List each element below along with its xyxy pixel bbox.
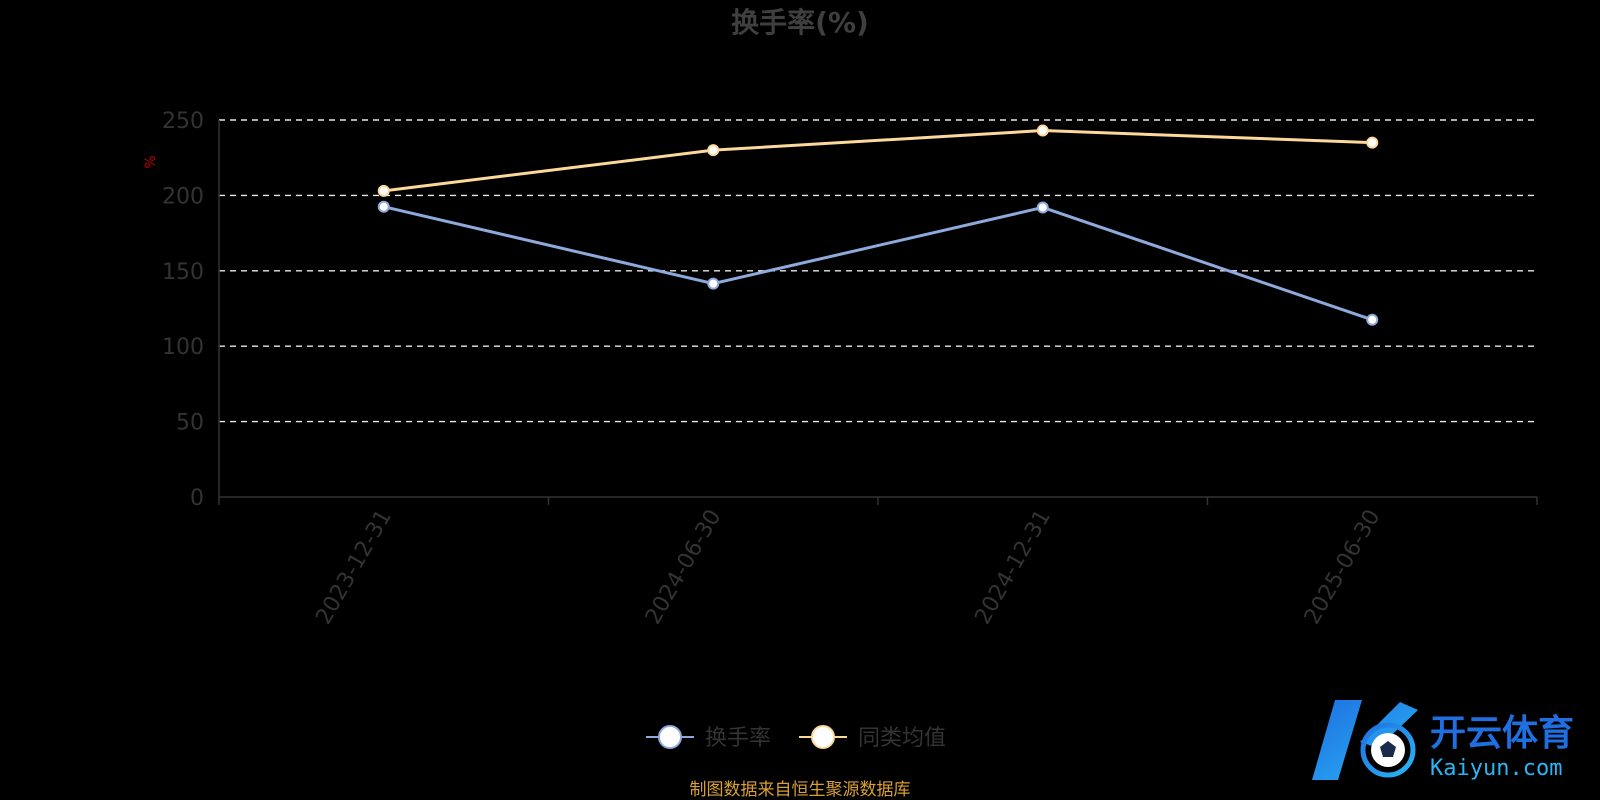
y-tick-labels: 0 50 100 150 200 250	[162, 109, 204, 511]
data-point[interactable]	[1366, 313, 1379, 326]
data-point[interactable]	[377, 200, 390, 213]
legend-item-peer-average[interactable]: 同类均值	[799, 725, 946, 751]
watermark-text-en: Kaiyun.com	[1430, 756, 1562, 781]
y-axis-label: %	[143, 155, 159, 168]
soccer-ball-patch	[1380, 741, 1396, 757]
gridlines	[219, 119, 1537, 423]
legend-label: 换手率	[705, 726, 771, 751]
y-tick-label: 100	[162, 335, 204, 360]
legend-item-turnover[interactable]: 换手率	[646, 725, 771, 751]
chart-title: 换手率(%)	[731, 6, 869, 39]
data-point[interactable]	[1036, 201, 1049, 214]
y-tick-label: 0	[190, 486, 204, 511]
axes	[218, 120, 1538, 505]
data-point[interactable]	[707, 277, 720, 290]
y-tick-label: 50	[176, 411, 204, 436]
watermark-text-cn: 开云体育	[1430, 713, 1574, 754]
y-tick-label: 250	[162, 109, 204, 134]
series-layer	[377, 124, 1379, 326]
data-point[interactable]	[1366, 136, 1379, 149]
series-line	[383, 205, 1373, 322]
data-point[interactable]	[707, 144, 720, 157]
x-tick-label: 2024-12-31	[970, 506, 1056, 629]
legend-marker	[658, 725, 682, 749]
y-tick-label: 150	[162, 260, 204, 285]
legend: 换手率 同类均值	[646, 725, 946, 751]
logo-ball-icon	[1360, 722, 1416, 778]
legend-label: 同类均值	[858, 726, 946, 751]
series-line	[383, 129, 1373, 193]
x-tick-label: 2023-12-31	[311, 506, 397, 629]
data-point[interactable]	[377, 184, 390, 197]
legend-marker	[811, 725, 835, 749]
watermark-logo: 开云体育 Kaiyun.com	[1312, 700, 1574, 781]
data-point[interactable]	[1036, 124, 1049, 137]
x-tick-labels: 2023-12-31 2024-06-30 2024-12-31 2025-06-30	[311, 506, 1385, 629]
x-tick-label: 2025-06-30	[1300, 506, 1386, 629]
source-note: 制图数据来自恒生聚源数据库	[690, 780, 911, 800]
x-tick-label: 2024-06-30	[641, 506, 727, 629]
y-tick-label: 200	[162, 184, 204, 209]
